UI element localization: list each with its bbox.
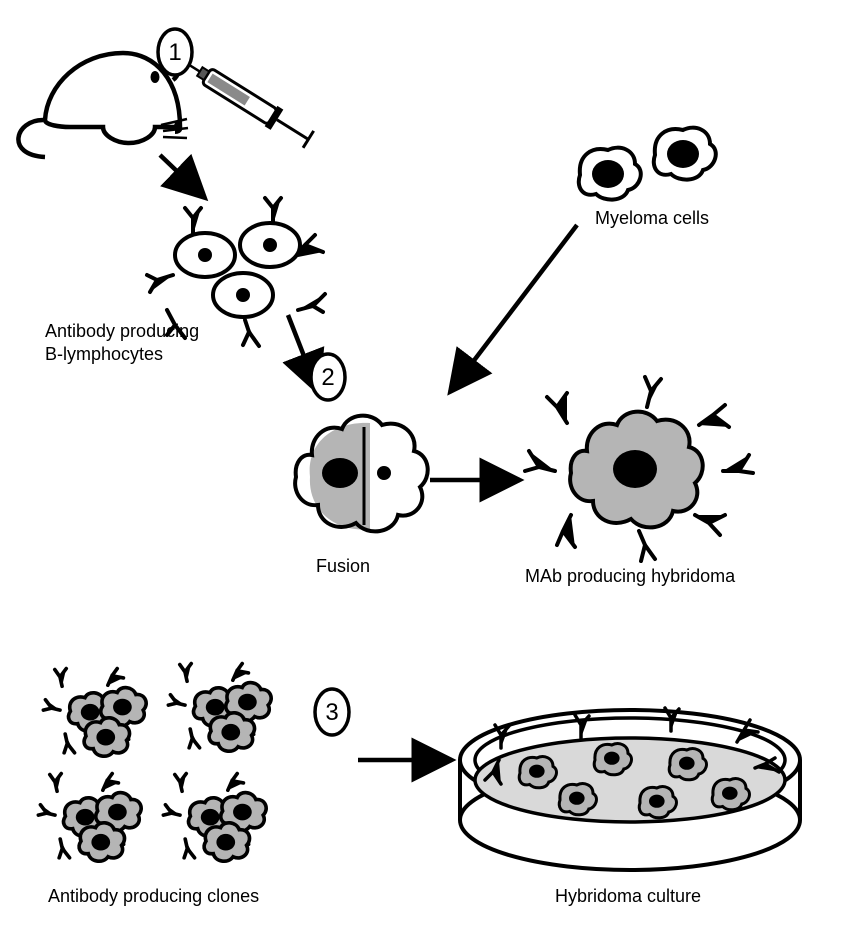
hybridoma-cell-icon [525,377,753,561]
bcells-label-1: Antibody producing [45,320,199,343]
culture-label: Hybridoma culture [555,885,701,908]
hybridoma-label: MAb producing hybridoma [525,565,735,588]
step-1-label: 1 [168,39,181,66]
fusion-cell-icon [295,416,428,532]
petri-dish-icon [460,708,800,870]
clones-label: Antibody producing clones [48,885,259,908]
step-2-label: 2 [321,364,334,391]
step-markers: 1 2 3 [158,29,349,735]
clones-icon [38,664,271,862]
fusion-label: Fusion [316,555,370,578]
myeloma-cells-icon [579,128,716,200]
myeloma-label: Myeloma cells [595,207,709,230]
step-3-label: 3 [325,699,338,726]
bcells-label-2: B-lymphocytes [45,343,163,366]
diagram-stage: 1 2 3 [0,0,850,927]
